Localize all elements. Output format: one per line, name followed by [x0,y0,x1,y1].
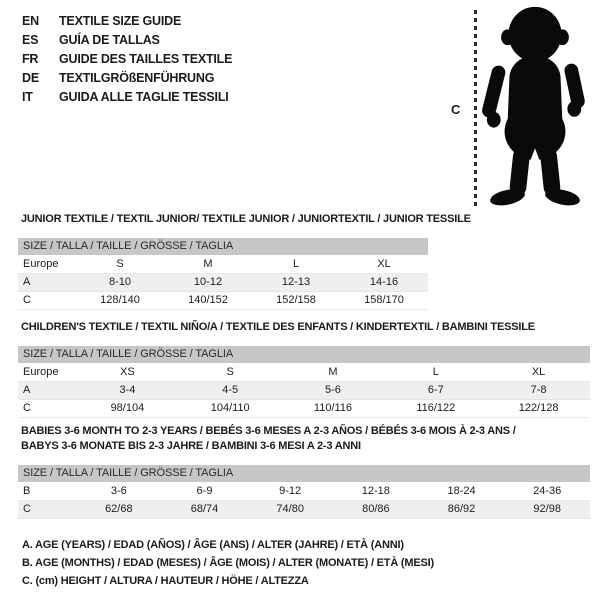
babies-table-title-line1: BABIES 3-6 MONTH TO 2-3 YEARS / BEBÉS 3-… [21,425,516,437]
table-row: C 128/140 140/152 152/158 158/170 [18,292,428,310]
language-row-en: EN TEXTILE SIZE GUIDE [22,12,232,31]
size-cell: XS [120,366,135,378]
language-title-list: EN TEXTILE SIZE GUIDE ES GUÍA DE TALLAS … [22,12,232,107]
babies-table-title-line2: BABYS 3-6 MONATE BIS 2-3 JAHRE / BAMBINI… [21,440,361,452]
row-label: C [23,294,31,306]
height-cell: 104/110 [210,402,250,414]
height-cell: 110/116 [313,402,353,414]
language-row-es: ES GUÍA DE TALLAS [22,31,232,50]
height-cell: 158/170 [364,294,404,306]
language-code: FR [22,52,39,66]
language-title: GUIDA ALLE TAGLIE TESSILI [59,90,229,104]
language-row-fr: FR GUIDE DES TAILLES TEXTILE [22,50,232,69]
age-cell: 7-8 [530,384,547,396]
size-header-bar: SIZE / TALLA / TAILLE / GRÖSSE / TAGLIA [18,465,590,482]
table-row: A 8-10 10-12 12-13 14-16 [18,274,428,292]
table-row: Europe XS S M L XL [18,364,590,382]
age-cell: 4-5 [222,384,239,396]
size-cell: M [328,366,338,378]
height-cell: 92/98 [533,503,561,515]
age-cell: 10-12 [193,276,223,288]
language-title: GUÍA DE TALLAS [59,33,160,47]
height-cell: 62/68 [105,503,133,515]
size-cell: L [292,258,300,270]
table-row: Europe S M L XL [18,256,428,274]
height-cell: 74/80 [276,503,304,515]
age-cell: 6-9 [196,485,213,497]
row-label: Europe [23,366,59,378]
childrens-textile-section: CHILDREN'S TEXTILE / TEXTIL NIÑO/A / TEX… [18,320,590,418]
age-cell: 3-4 [119,384,136,396]
age-cell: 3-6 [110,485,127,497]
height-cell: 128/140 [100,294,140,306]
height-cell: 80/86 [362,503,390,515]
age-cell: 18-24 [447,485,476,497]
height-cell: 86/92 [447,503,476,515]
size-cell: S [116,258,124,270]
table-row: C 62/68 68/74 74/80 80/86 86/92 92/98 [18,501,590,519]
row-label: C [23,402,31,414]
height-cell: 140/152 [188,294,228,306]
language-title: TEXTILE SIZE GUIDE [59,14,182,28]
size-header-bar: SIZE / TALLA / TAILLE / GRÖSSE / TAGLIA [18,238,428,255]
size-cell: M [203,258,213,270]
footnote-a: A. AGE (YEARS) / EDAD (AÑOS) / ÂGE (ANS)… [22,539,404,551]
size-cell: S [226,366,234,378]
height-cell: 122/128 [518,402,559,414]
size-cell: L [432,366,439,378]
row-label: A [23,276,31,288]
age-cell: 5-6 [325,384,341,396]
row-label: C [23,503,31,515]
row-label: A [23,384,31,396]
age-cell: 8-10 [108,276,132,288]
height-cell: 68/74 [190,503,219,515]
language-code: DE [22,71,39,85]
height-cell: 152/158 [276,294,316,306]
size-cell: XL [377,258,391,270]
height-measure-line [474,10,477,207]
height-measure-label: C [451,102,461,117]
row-label: B [23,485,31,497]
age-cell: 14-16 [369,276,399,288]
babies-textile-section: BABIES 3-6 MONTH TO 2-3 YEARS / BEBÉS 3-… [18,424,590,519]
childrens-table-title: CHILDREN'S TEXTILE / TEXTIL NIÑO/A / TEX… [21,321,535,333]
language-row-it: IT GUIDA ALLE TAGLIE TESSILI [22,88,232,107]
language-title: TEXTILGRÖßENFÜHRUNG [59,71,215,85]
junior-textile-section: JUNIOR TEXTILE / TEXTIL JUNIOR/ TEXTILE … [18,212,471,310]
footnote-legend: A. AGE (YEARS) / EDAD (AÑOS) / ÂGE (ANS)… [22,536,434,590]
age-cell: 12-13 [281,276,311,288]
language-title: GUIDE DES TAILLES TEXTILE [59,52,233,66]
language-code: IT [22,90,33,104]
language-code: ES [22,33,39,47]
age-cell: 9-12 [279,485,302,497]
age-cell: 12-18 [361,485,390,497]
junior-table-title: JUNIOR TEXTILE / TEXTIL JUNIOR/ TEXTILE … [21,213,471,225]
age-cell: 24-36 [533,485,562,497]
row-label: Europe [23,258,59,270]
language-code: EN [22,14,39,28]
footnote-b: B. AGE (MONTHS) / EDAD (MESES) / ÂGE (MO… [22,557,434,569]
table-row: C 98/104 104/110 110/116 116/122 122/128 [18,400,590,418]
language-row-de: DE TEXTILGRÖßENFÜHRUNG [22,69,232,88]
table-row: A 3-4 4-5 5-6 6-7 7-8 [18,382,590,400]
height-cell: 98/104 [110,402,145,414]
height-cell: 116/122 [416,402,456,414]
size-cell: XL [531,366,546,378]
table-row: B 3-6 6-9 9-12 12-18 18-24 24-36 [18,483,590,501]
baby-silhouette-icon [481,4,589,207]
age-cell: 6-7 [427,384,444,396]
size-header-bar: SIZE / TALLA / TAILLE / GRÖSSE / TAGLIA [18,346,590,363]
footnote-c: C. (cm) HEIGHT / ALTURA / HAUTEUR / HÖHE… [22,575,309,587]
